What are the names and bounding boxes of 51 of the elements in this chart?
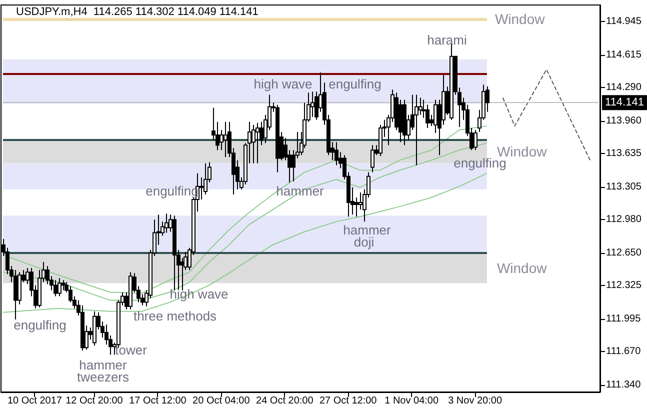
y-tick-label: 111.670 bbox=[606, 346, 642, 358]
annotation: hammer bbox=[343, 222, 392, 238]
candlestick bbox=[358, 192, 362, 210]
band-label: Window bbox=[496, 260, 548, 276]
x-tick-label: 17 Oct 12:00 bbox=[129, 396, 187, 406]
ref-line-label: 114.141 bbox=[605, 96, 644, 109]
y-tick-label: 113.635 bbox=[606, 148, 642, 160]
x-tick-label: 27 Oct 12:00 bbox=[319, 396, 378, 406]
candlestick bbox=[370, 144, 374, 173]
line-series bbox=[2, 172, 488, 313]
annotation: engulfing bbox=[328, 76, 382, 92]
ref-line-label: Window bbox=[494, 11, 546, 28]
candlestick bbox=[252, 124, 256, 164]
y-tick-label: 111.340 bbox=[606, 379, 642, 390]
candlestick bbox=[256, 122, 260, 164]
y-tick-label: 112.325 bbox=[606, 280, 642, 292]
annotation: tower bbox=[115, 342, 148, 358]
candlestick bbox=[58, 278, 62, 297]
y-tick-label: 111.995 bbox=[606, 313, 642, 324]
annotation: tweezers bbox=[76, 370, 130, 384]
annotation: hammer bbox=[79, 358, 128, 372]
y-tick-label: 112.650 bbox=[606, 247, 642, 258]
x-tick-label: 20 Oct 04:00 bbox=[192, 396, 250, 406]
candlestick bbox=[354, 196, 358, 218]
x-tick-label: 10 Oct 2017 bbox=[7, 396, 62, 406]
annotation: harami bbox=[427, 32, 467, 48]
y-tick-label: 112.980 bbox=[606, 214, 642, 226]
candlestick bbox=[164, 213, 168, 234]
annotation: doji bbox=[354, 234, 374, 250]
x-tick-label: 1 Nov 04:00 bbox=[384, 396, 439, 406]
y-tick-label: 113.305 bbox=[606, 181, 642, 192]
candlestick bbox=[414, 94, 418, 166]
y-tick-label: 114.615 bbox=[606, 49, 642, 60]
annotation: engulfing bbox=[14, 318, 66, 332]
chart-title: USDJPY.m,H4 114.265 114.302 114.049 114.141 bbox=[16, 6, 258, 18]
y-tick-label: 113.960 bbox=[606, 115, 642, 126]
candlestick bbox=[434, 99, 438, 134]
candlestick bbox=[54, 280, 58, 297]
x-tick-label: 3 Nov 20:00 bbox=[448, 396, 502, 406]
y-tick-label: 114.945 bbox=[606, 16, 642, 28]
annotation: three methods bbox=[133, 308, 218, 324]
candlestick bbox=[62, 280, 66, 291]
y-tick-label: 114.290 bbox=[606, 82, 642, 94]
candlestick bbox=[334, 142, 338, 166]
candlestick bbox=[418, 97, 422, 116]
candlestick bbox=[474, 129, 478, 151]
annotation: high wave bbox=[254, 76, 312, 92]
candlestick bbox=[200, 176, 204, 200]
x-tick-label: 12 Oct 20:00 bbox=[66, 396, 124, 406]
candlestick bbox=[224, 121, 228, 158]
x-tick-label: 24 Oct 20:00 bbox=[256, 396, 314, 406]
